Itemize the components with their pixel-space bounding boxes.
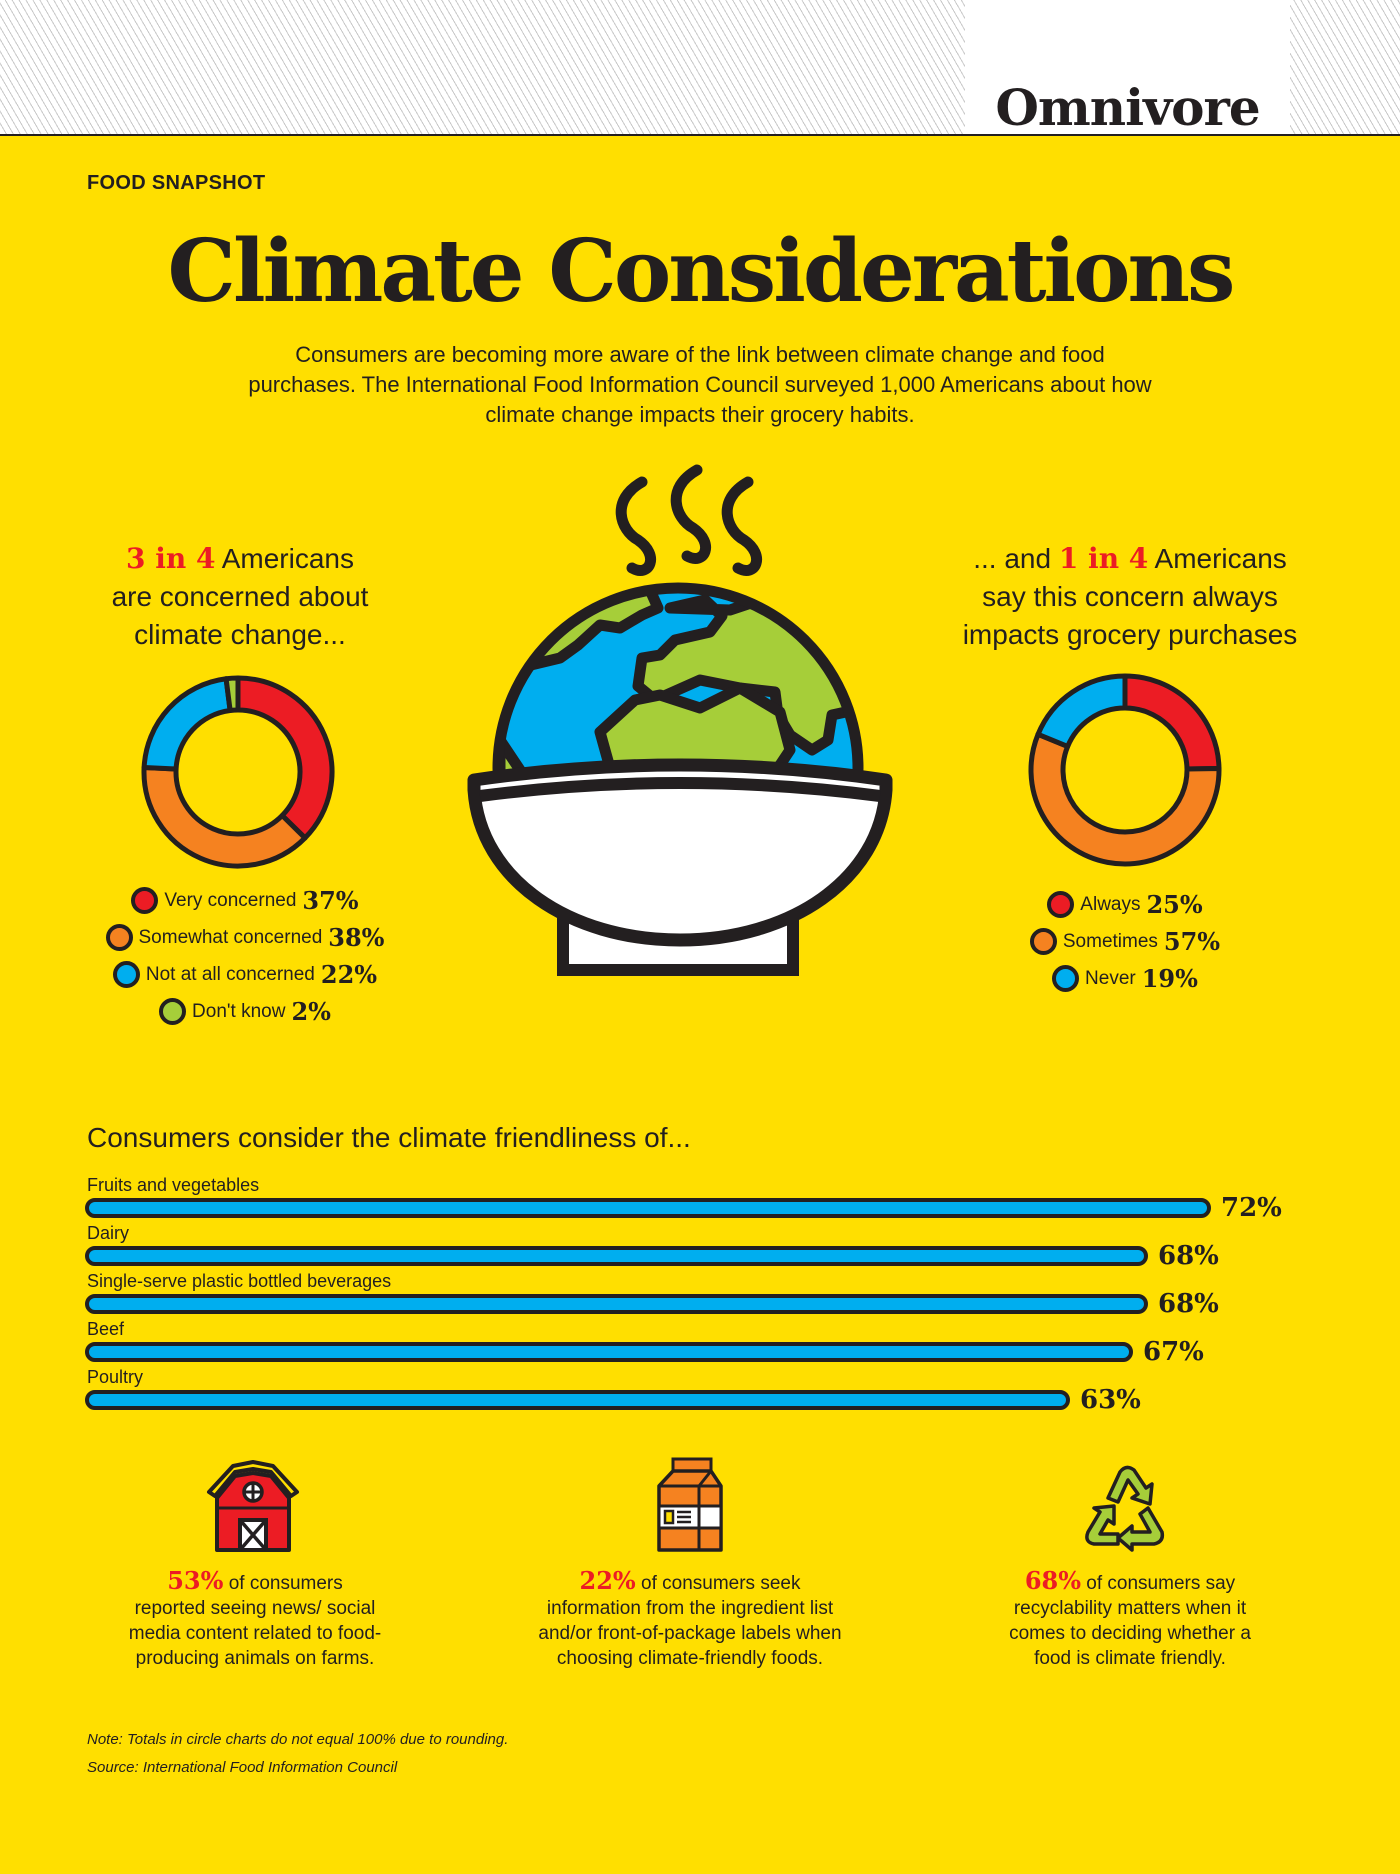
- legend-item-always: Always 25%: [1000, 886, 1250, 923]
- donut-segment: [235, 675, 335, 841]
- concern-legend: Very concerned 37% Somewhat concerned 38…: [80, 882, 410, 1030]
- right-headline: ... and 1 in 4 Americans say this concer…: [915, 540, 1345, 654]
- bar: [85, 1246, 1148, 1266]
- red-dot-icon: [1047, 891, 1075, 918]
- legend-item-not-at-all-concerned: Not at all concerned 22%: [80, 956, 410, 993]
- bar: [85, 1342, 1133, 1362]
- bar-value: 68%: [1158, 1289, 1219, 1319]
- orange-dot-icon: [105, 924, 133, 951]
- legend-item-sometimes: Sometimes 57%: [1000, 923, 1250, 960]
- section-kicker: FOOD SNAPSHOT: [87, 172, 266, 194]
- stat-value: 68%: [1024, 1566, 1082, 1595]
- left-headline-line2: are concerned about: [111, 581, 369, 612]
- bar: [85, 1294, 1148, 1314]
- grocery-impact-donut-chart: [1028, 673, 1222, 867]
- legend-label: Sometimes: [1062, 930, 1158, 952]
- bar-label: Fruits and vegetables: [87, 1175, 260, 1195]
- donut-segment: [1028, 731, 1222, 867]
- stat-ingredient-labels: 22% of consumers seek information from t…: [530, 1568, 850, 1671]
- legend-value: 19%: [1141, 964, 1198, 993]
- left-headline-line1: Americans: [215, 543, 354, 574]
- bar-label: Poultry: [87, 1367, 144, 1387]
- globe-bowl-illustration: [467, 464, 893, 976]
- donut-segment: [1035, 673, 1128, 749]
- legend-value: 37%: [302, 886, 359, 915]
- bar-label: Dairy: [87, 1223, 130, 1243]
- bar-label: Single-serve plastic bottled beverages: [87, 1271, 392, 1291]
- stat-text-rest: reported seeing news/ social media conte…: [128, 1598, 382, 1669]
- legend-label: Somewhat concerned: [138, 926, 323, 948]
- footnote: Note: Totals in circle charts do not equ…: [87, 1731, 509, 1748]
- legend-item-somewhat-concerned: Somewhat concerned 38%: [80, 919, 410, 956]
- stat-text: of consumers seek: [635, 1573, 801, 1594]
- barn-icon: [207, 1460, 299, 1552]
- concern-donut-chart: [141, 675, 335, 869]
- legend-label: Never: [1085, 967, 1136, 989]
- bowl-icon: [467, 758, 893, 976]
- source-line: Source: International Food Information C…: [87, 1759, 398, 1776]
- blue-dot-icon: [112, 961, 140, 988]
- right-headline-line2: say this concern always: [982, 581, 1278, 612]
- right-headline-line3: impacts grocery purchases: [962, 619, 1298, 650]
- blue-dot-icon: [1052, 965, 1080, 992]
- legend-value: 57%: [1163, 927, 1221, 956]
- legend-value: 2%: [291, 997, 331, 1026]
- stat-text-rest: recyclability matters when it comes to d…: [1009, 1598, 1251, 1669]
- legend-value: 38%: [328, 923, 385, 952]
- green-dot-icon: [159, 998, 187, 1025]
- stat-text: of consumers: [223, 1573, 343, 1594]
- left-headline-line3: climate change...: [134, 619, 346, 650]
- legend-label: Always: [1080, 893, 1141, 915]
- bar-label: Beef: [87, 1319, 125, 1339]
- legend-label: Very concerned: [164, 889, 297, 911]
- recycle-icon: [1085, 1465, 1165, 1552]
- donut-segment: [141, 676, 233, 772]
- page-title: Climate Considerations: [167, 221, 1236, 322]
- stat-value: 22%: [579, 1566, 636, 1595]
- stat-value: 53%: [167, 1566, 224, 1595]
- intro-paragraph: Consumers are becoming more aware of the…: [248, 342, 1152, 427]
- milk-carton-icon: [657, 1457, 723, 1552]
- bars-section-title: Consumers consider the climate friendlin…: [87, 1122, 691, 1153]
- bar-value: 67%: [1143, 1337, 1204, 1367]
- grocery-impact-legend: Always 25% Sometimes 57% Never 19%: [1000, 886, 1250, 997]
- stat-recyclability: 68% of consumers say recyclability matte…: [1000, 1568, 1260, 1671]
- donut-segment: [223, 675, 241, 713]
- legend-label: Not at all concerned: [145, 963, 315, 985]
- left-highlight: 3 in 4: [126, 542, 216, 575]
- steam-icon: [615, 464, 762, 576]
- legend-value: 22%: [320, 960, 378, 989]
- bar: [85, 1390, 1070, 1410]
- donut-segment: [141, 765, 308, 869]
- right-headline-pre: ... and: [973, 543, 1059, 574]
- legend-item-dont-know: Don't know 2%: [80, 993, 410, 1030]
- right-headline-line1: Americans: [1148, 543, 1287, 574]
- red-dot-icon: [131, 887, 159, 914]
- magazine-brand: Omnivore: [995, 78, 1260, 137]
- legend-label: Don't know: [192, 1000, 286, 1022]
- legend-item-never: Never 19%: [1000, 960, 1250, 997]
- donut-segment: [1122, 673, 1222, 772]
- orange-dot-icon: [1029, 928, 1057, 955]
- bar-value: 68%: [1158, 1241, 1219, 1271]
- brand-box: [965, 0, 1290, 134]
- bar: [85, 1198, 1211, 1218]
- stat-farm-content: 53% of consumers reported seeing news/ s…: [110, 1568, 400, 1671]
- left-headline: 3 in 4 Americans are concerned about cli…: [80, 540, 400, 654]
- legend-value: 25%: [1146, 890, 1203, 919]
- bar-value: 63%: [1080, 1385, 1141, 1415]
- legend-item-very-concerned: Very concerned 37%: [80, 882, 410, 919]
- bar-value: 72%: [1221, 1193, 1282, 1223]
- stat-text: of consumers say: [1081, 1573, 1236, 1594]
- right-highlight: 1 in 4: [1058, 542, 1149, 575]
- stat-text-rest: information from the ingredient list and…: [538, 1598, 842, 1669]
